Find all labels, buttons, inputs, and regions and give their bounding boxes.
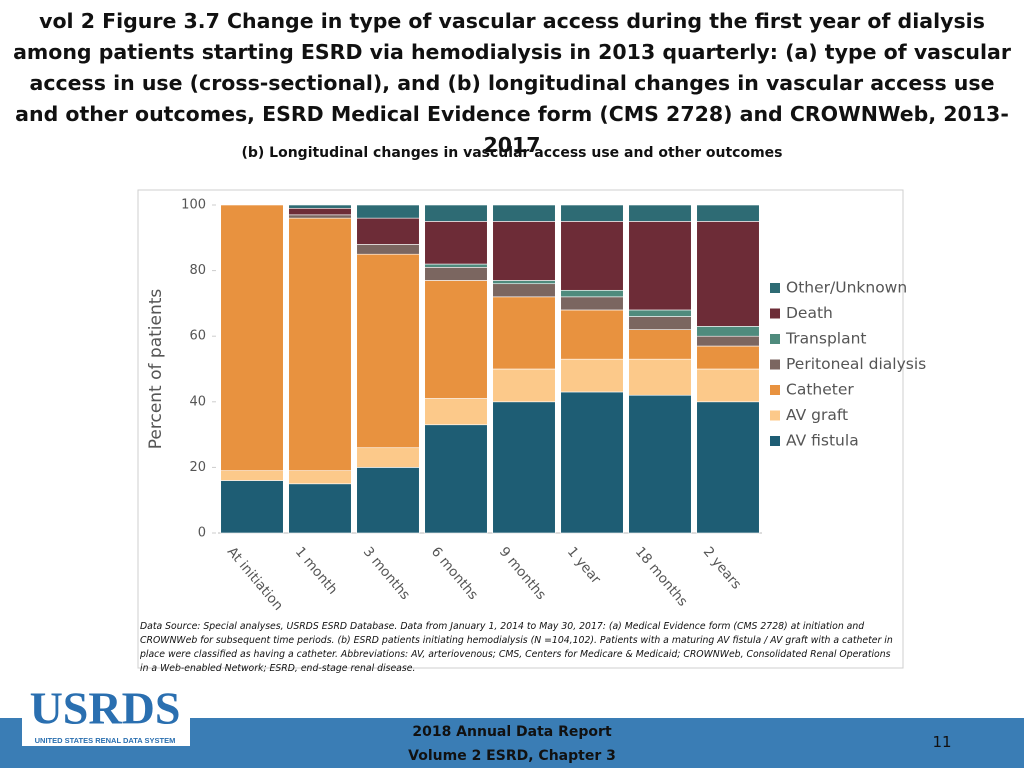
footer: 2018 Annual Data Report Volume 2 ESRD, Ch… [312,720,712,768]
legend-swatch [770,334,780,344]
bar-segment [424,398,488,426]
y-tick-label: 60 [189,329,206,344]
bar-segment [356,253,420,449]
legend-swatch [770,359,780,370]
bar-segment [628,329,692,360]
bar-segment [492,280,556,285]
legend-swatch [770,308,780,319]
bar-segment [696,204,760,222]
bar-segment [560,391,624,534]
bar-segment [356,244,420,255]
bar-segment [628,316,692,330]
bar-segment [356,217,420,245]
bar-segment [560,358,624,393]
y-tick-label: 20 [189,460,206,475]
y-axis-label: Percent of patients [146,289,166,450]
bar-segment [560,221,624,291]
bar-segment [424,204,488,222]
bar-segment [220,470,284,481]
bar-segment [560,289,624,298]
bar-segment [288,204,352,209]
bar-segment [696,401,760,534]
bar-segment [492,204,556,222]
logo: USRDS [30,683,181,734]
page-number: 11 [932,733,952,751]
bar-segment [492,283,556,298]
legend-swatch [770,436,780,446]
bar-segment [696,368,760,403]
bar-segment [628,394,692,534]
bar-segment [424,263,488,268]
bar-segment [628,221,692,311]
slide-title: vol 2 Figure 3.7 Change in type of vascu… [13,9,1011,157]
bar-segment [492,296,556,370]
legend-label: Peritoneal dialysis [786,355,926,373]
chart-note: Data Source: Special analyses, USRDS ESR… [140,621,893,674]
bar-segment [492,401,556,534]
bar-segment [288,217,352,471]
bar-segment [696,335,760,347]
legend-label: AV graft [786,406,848,424]
footer-line: Volume 2 ESRD, Chapter 3 [408,748,616,764]
legend-swatch [770,283,780,293]
legend-label: AV fistula [786,432,859,450]
bar-segment [628,204,692,222]
legend-swatch [770,385,780,395]
bar-segment [492,368,556,403]
legend-label: Catheter [786,381,854,399]
y-tick-label: 100 [181,198,206,213]
bar-segment [696,326,760,337]
bar-segment [628,309,692,317]
bar-segment [560,309,624,360]
legend-swatch [770,410,780,421]
bar-segment [288,214,352,219]
bar-segment [288,207,352,216]
bar-segment [696,345,760,370]
bar-segment [492,221,556,281]
logo-subtext: UNITED STATES RENAL DATA SYSTEM [35,736,176,745]
bar-segment [628,358,692,396]
bar-segment [424,221,488,265]
y-tick-label: 80 [189,263,206,278]
bar-segment [560,204,624,222]
bar-segment [288,470,352,485]
legend-label: Other/Unknown [786,279,907,297]
y-tick-label: 40 [189,394,206,409]
bar-segment [424,267,488,281]
logo-box [22,688,190,746]
bar-segment [356,204,420,219]
legend-label: Death [786,304,833,322]
y-tick-label: 0 [198,526,206,541]
bar-segment [424,280,488,399]
chart-title: (b) Longitudinal changes in vascular acc… [241,145,783,161]
legend-label: Transplant [785,330,867,348]
bar-segment [288,483,352,534]
bar-segment [356,447,420,468]
bar-segment [424,424,488,534]
bar-segment [356,467,420,534]
bar-segment [560,296,624,311]
bar-segment [696,221,760,327]
bar-segment [220,480,284,534]
footer-line: 2018 Annual Data Report [412,724,612,740]
bar-segment [220,204,284,471]
